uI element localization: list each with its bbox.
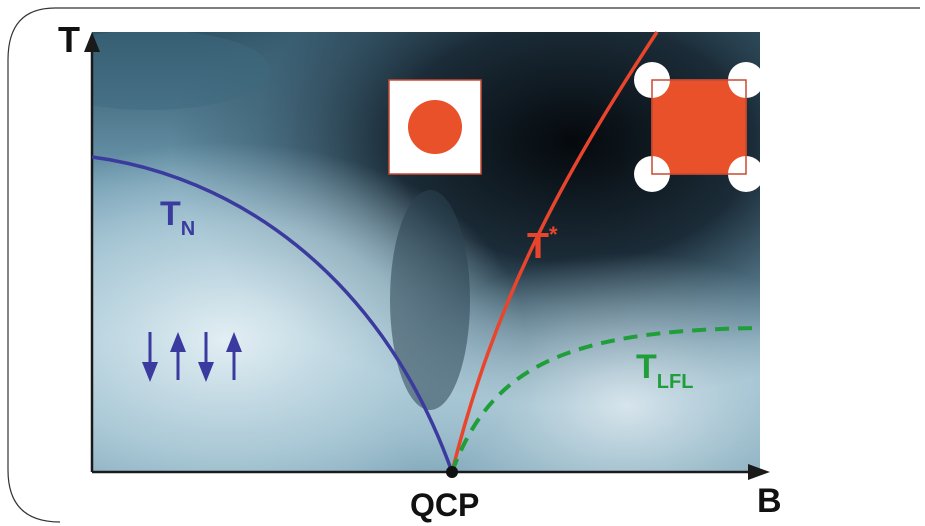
neel-label-sub: N [181, 218, 195, 240]
neel-label-main: T [160, 195, 181, 233]
small-fermi-surface-inset [388, 79, 482, 175]
fermi-circle [408, 100, 462, 154]
t-star-label-sup: * [549, 222, 558, 247]
lfl-curve [450, 326, 761, 473]
lfl-label-main: T [636, 348, 657, 386]
x-axis-label: B [757, 482, 782, 520]
x-axis-arrow [748, 464, 770, 480]
y-axis-label: T [58, 19, 80, 60]
y-axis-arrow [84, 32, 100, 52]
t-star-label-main: T [527, 225, 549, 266]
storm-background [92, 32, 760, 472]
arrow-down-icon [142, 332, 158, 382]
slide-frame [7, 7, 920, 523]
arrow-down-icon [198, 332, 214, 382]
neel-curve [91, 155, 454, 473]
t-star-curve [450, 31, 659, 473]
qcp-point [446, 466, 458, 478]
arrow-up-icon [170, 332, 186, 380]
arrow-up-icon [226, 332, 242, 380]
neel-label: TN [160, 195, 195, 240]
qcp-label: QCP [410, 487, 479, 523]
lfl-label: TLFL [636, 348, 693, 393]
lfl-label-sub: LFL [657, 371, 694, 393]
t-star-label: T* [527, 222, 558, 266]
large-fermi-surface-inset [634, 62, 764, 192]
spin-arrows [142, 332, 242, 382]
